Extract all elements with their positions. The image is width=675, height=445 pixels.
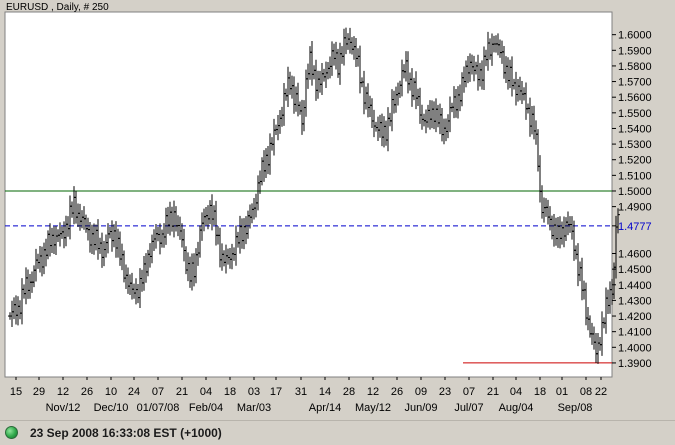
x-tick-label: 21 xyxy=(176,386,188,398)
x-tick-label: 07 xyxy=(152,386,164,398)
x-tick-label: 12 xyxy=(57,386,69,398)
chart-title: EURUSD , Daily, # 250 xyxy=(6,2,109,13)
x-tick-label: 14 xyxy=(319,386,331,398)
price-chart[interactable]: 1.6000 1.5900 1.5800 1.5700 1.5600 1.5500 1.54… xyxy=(0,0,675,420)
x-month-label: 01/07/08 xyxy=(137,402,180,414)
y-tick-label: 1.5100 xyxy=(618,170,652,182)
y-tick-label: 1.4200 xyxy=(618,311,652,323)
y-tick-label: 1.5300 xyxy=(618,139,652,151)
x-tick-label: 21 xyxy=(487,386,499,398)
x-tick-label: 26 xyxy=(391,386,403,398)
y-tick-label: 1.4500 xyxy=(618,264,652,276)
status-timestamp: 23 Sep 2008 16:33:08 EST (+1000) xyxy=(30,426,222,440)
x-tick-label: 18 xyxy=(224,386,236,398)
y-tick-label: 1.4900 xyxy=(618,202,652,214)
y-tick-label: 1.5700 xyxy=(618,77,652,89)
y-tick-label: 1.5000 xyxy=(618,186,652,198)
x-tick-label: 01 xyxy=(556,386,568,398)
x-month-label: Mar/03 xyxy=(237,402,271,414)
x-tick-label: 15 xyxy=(10,386,22,398)
y-tick-label: 1.4600 xyxy=(618,249,652,261)
x-month-label: Nov/12 xyxy=(46,402,81,414)
x-tick-label: 03 xyxy=(248,386,260,398)
y-tick-label: 1.5200 xyxy=(618,155,652,167)
price-bar xyxy=(616,208,620,234)
x-tick-label: 28 xyxy=(343,386,355,398)
y-tick-label: 1.5400 xyxy=(618,123,652,135)
x-month-label: Jun/09 xyxy=(404,402,437,414)
status-bar: 23 Sep 2008 16:33:08 EST (+1000) xyxy=(0,420,675,445)
price-bar xyxy=(612,262,616,300)
x-tick-label: 12 xyxy=(367,386,379,398)
y-tick-label: 1.4000 xyxy=(618,342,652,354)
y-tick-label: 1.5800 xyxy=(618,61,652,73)
x-month-label: Aug/04 xyxy=(499,402,534,414)
y-tick-label: 1.6000 xyxy=(618,30,652,42)
x-tick-label: 17 xyxy=(270,386,282,398)
x-tick-label: 24 xyxy=(128,386,140,398)
status-indicator-icon xyxy=(5,426,18,439)
y-tick-label: 1.4300 xyxy=(618,295,652,307)
x-tick-label: 07 xyxy=(463,386,475,398)
x-month-label: May/12 xyxy=(355,402,391,414)
x-month-label: Dec/10 xyxy=(94,402,129,414)
y-tick-label: 1.3900 xyxy=(618,358,652,370)
x-tick-label: 10 xyxy=(105,386,117,398)
x-tick-label: 04 xyxy=(510,386,522,398)
x-month-label: Feb/04 xyxy=(189,402,223,414)
y-tick-label: 1.4400 xyxy=(618,280,652,292)
y-tick-label: 1.4100 xyxy=(618,327,652,339)
y-tick-label: 1.4777 xyxy=(618,221,652,233)
x-month-label: Apr/14 xyxy=(309,402,341,414)
x-tick-label: 22 xyxy=(595,386,607,398)
y-tick-label: 1.5500 xyxy=(618,108,652,120)
y-tick-label: 1.5600 xyxy=(618,92,652,104)
x-month-label: Sep/08 xyxy=(558,402,593,414)
x-tick-label: 08 xyxy=(580,386,592,398)
x-tick-label: 09 xyxy=(415,386,427,398)
x-tick-label: 31 xyxy=(295,386,307,398)
x-month-label: Jul/07 xyxy=(454,402,483,414)
x-tick-label: 23 xyxy=(439,386,451,398)
x-tick-label: 26 xyxy=(81,386,93,398)
y-tick-label: 1.5900 xyxy=(618,45,652,57)
x-tick-label: 04 xyxy=(200,386,212,398)
x-tick-label: 29 xyxy=(33,386,45,398)
x-tick-label: 18 xyxy=(534,386,546,398)
